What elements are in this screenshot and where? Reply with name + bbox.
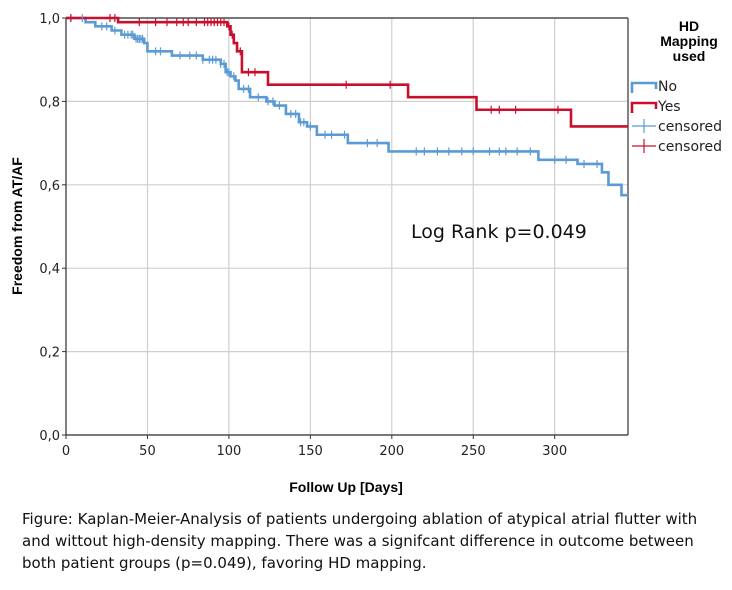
y-tick-label-1: 0,2 xyxy=(39,346,60,361)
legend-label-1: Yes xyxy=(657,99,681,115)
x-tick-label-2: 100 xyxy=(216,444,241,459)
censor-marks xyxy=(70,14,598,168)
curve-no xyxy=(66,16,628,197)
x-tick-label-4: 200 xyxy=(379,444,404,459)
legend-title-line-1: Mapping xyxy=(660,33,718,49)
legend-swatch-1 xyxy=(630,101,658,113)
tick-labels: 0 50 100 150 200 250 300 0,0 0,2 0,4 0,6 0,8 1,0 xyxy=(39,12,567,459)
km-chart: 0 50 100 150 200 250 300 0,0 0,2 0,4 0,6 0,8 1,0 Log… xyxy=(9,12,722,495)
y-tick-label-0: 0,0 xyxy=(39,429,60,444)
y-tick-label-3: 0,6 xyxy=(39,179,60,194)
legend-label-2: censored xyxy=(658,119,722,135)
x-tick-label-5: 250 xyxy=(461,444,486,459)
survival-curves xyxy=(66,16,628,197)
y-tick-label-5: 1,0 xyxy=(39,12,60,27)
x-tick-label-1: 50 xyxy=(139,444,156,459)
y-tick-label-2: 0,4 xyxy=(39,262,60,277)
legend-label-0: No xyxy=(658,79,677,95)
legend-title-line-0: HD xyxy=(679,18,699,34)
y-tick-label-4: 0,8 xyxy=(39,95,60,110)
legend-label-3: censored xyxy=(658,139,722,155)
legend-swatch-0 xyxy=(630,81,658,93)
legend-title-line-2: used xyxy=(673,48,706,64)
x-tick-label-0: 0 xyxy=(62,444,70,459)
x-tick-label-6: 300 xyxy=(542,444,567,459)
log-rank-annotation: Log Rank p=0.049 xyxy=(411,221,587,243)
x-tick-label-3: 150 xyxy=(298,444,323,459)
axes xyxy=(62,17,629,439)
x-axis-title: Follow Up [Days] xyxy=(289,479,403,495)
y-axis-title: Freedom from AT/AF xyxy=(9,157,25,295)
curve-yes xyxy=(66,16,628,128)
figure-caption: Figure: Kaplan-Meier-Analysis of patient… xyxy=(22,510,698,572)
